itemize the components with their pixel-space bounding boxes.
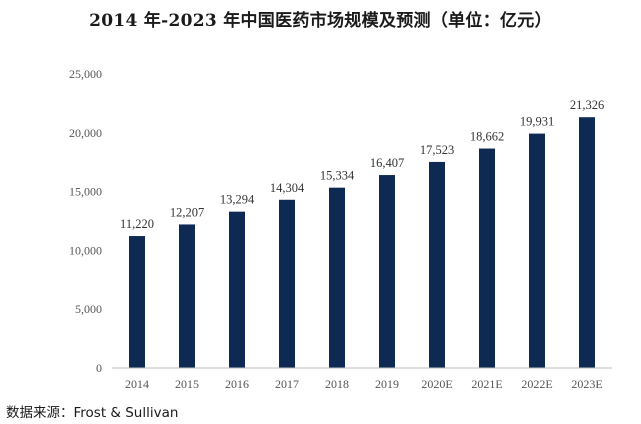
x-tick-label-2018: 2018	[325, 377, 349, 391]
data-label-2018: 15,334	[320, 169, 355, 183]
y-tick-label: 15,000	[69, 185, 102, 199]
bar-2017	[279, 199, 295, 368]
x-tick-label-2020E: 2020E	[421, 377, 452, 391]
bar-2020E	[429, 161, 445, 368]
y-tick-label: 20,000	[69, 126, 102, 140]
x-tick-label-2015: 2015	[175, 377, 199, 391]
data-label-2019: 16,407	[370, 156, 404, 170]
x-tick-label-2023E: 2023E	[571, 377, 602, 391]
y-tick-label: 25,000	[69, 67, 102, 81]
y-axis: 0 5,000 10,000 15,000 20,000 25,000	[69, 67, 102, 375]
y-tick-label: 10,000	[69, 243, 102, 257]
data-label-2021E: 18,662	[470, 130, 504, 144]
bars	[129, 117, 595, 368]
x-tick-label-2021E: 2021E	[471, 377, 502, 391]
data-label-2014: 11,220	[120, 217, 154, 231]
x-tick-label-2022E: 2022E	[521, 377, 552, 391]
x-tick-label-2017: 2017	[275, 377, 299, 391]
bar-2015	[179, 224, 195, 368]
bar-2022E	[529, 133, 545, 368]
data-labels: 11,220 12,207 13,294 14,304 15,334 16,407 17,5…	[120, 98, 604, 231]
data-label-2016: 13,294	[220, 193, 255, 207]
x-tick-label-2016: 2016	[225, 377, 249, 391]
bar-2021E	[479, 148, 495, 368]
y-tick-label: 5,000	[75, 302, 102, 316]
data-label-2023E: 21,326	[570, 98, 604, 112]
bar-2019	[379, 175, 395, 368]
bar-2023E	[579, 117, 595, 368]
x-tick-label-2019: 2019	[375, 377, 399, 391]
x-tick-label-2014: 2014	[125, 377, 149, 391]
source-note: 数据来源：Frost & Sullivan	[6, 405, 179, 421]
y-tick-label: 0	[96, 361, 102, 375]
chart-title: 2014 年-2023 年中国医药市场规模及预测（单位：亿元）	[89, 11, 552, 31]
bar-2016	[229, 211, 245, 368]
data-label-2017: 14,304	[270, 181, 305, 195]
data-label-2020E: 17,523	[420, 143, 454, 157]
x-axis: 2014 2015 2016 2017 2018 2019 2020E 2021E 2022E 2…	[112, 367, 612, 391]
bar-2014	[129, 236, 145, 368]
bar-2018	[329, 187, 345, 368]
data-label-2022E: 19,931	[520, 115, 554, 129]
data-label-2015: 12,207	[170, 205, 204, 219]
